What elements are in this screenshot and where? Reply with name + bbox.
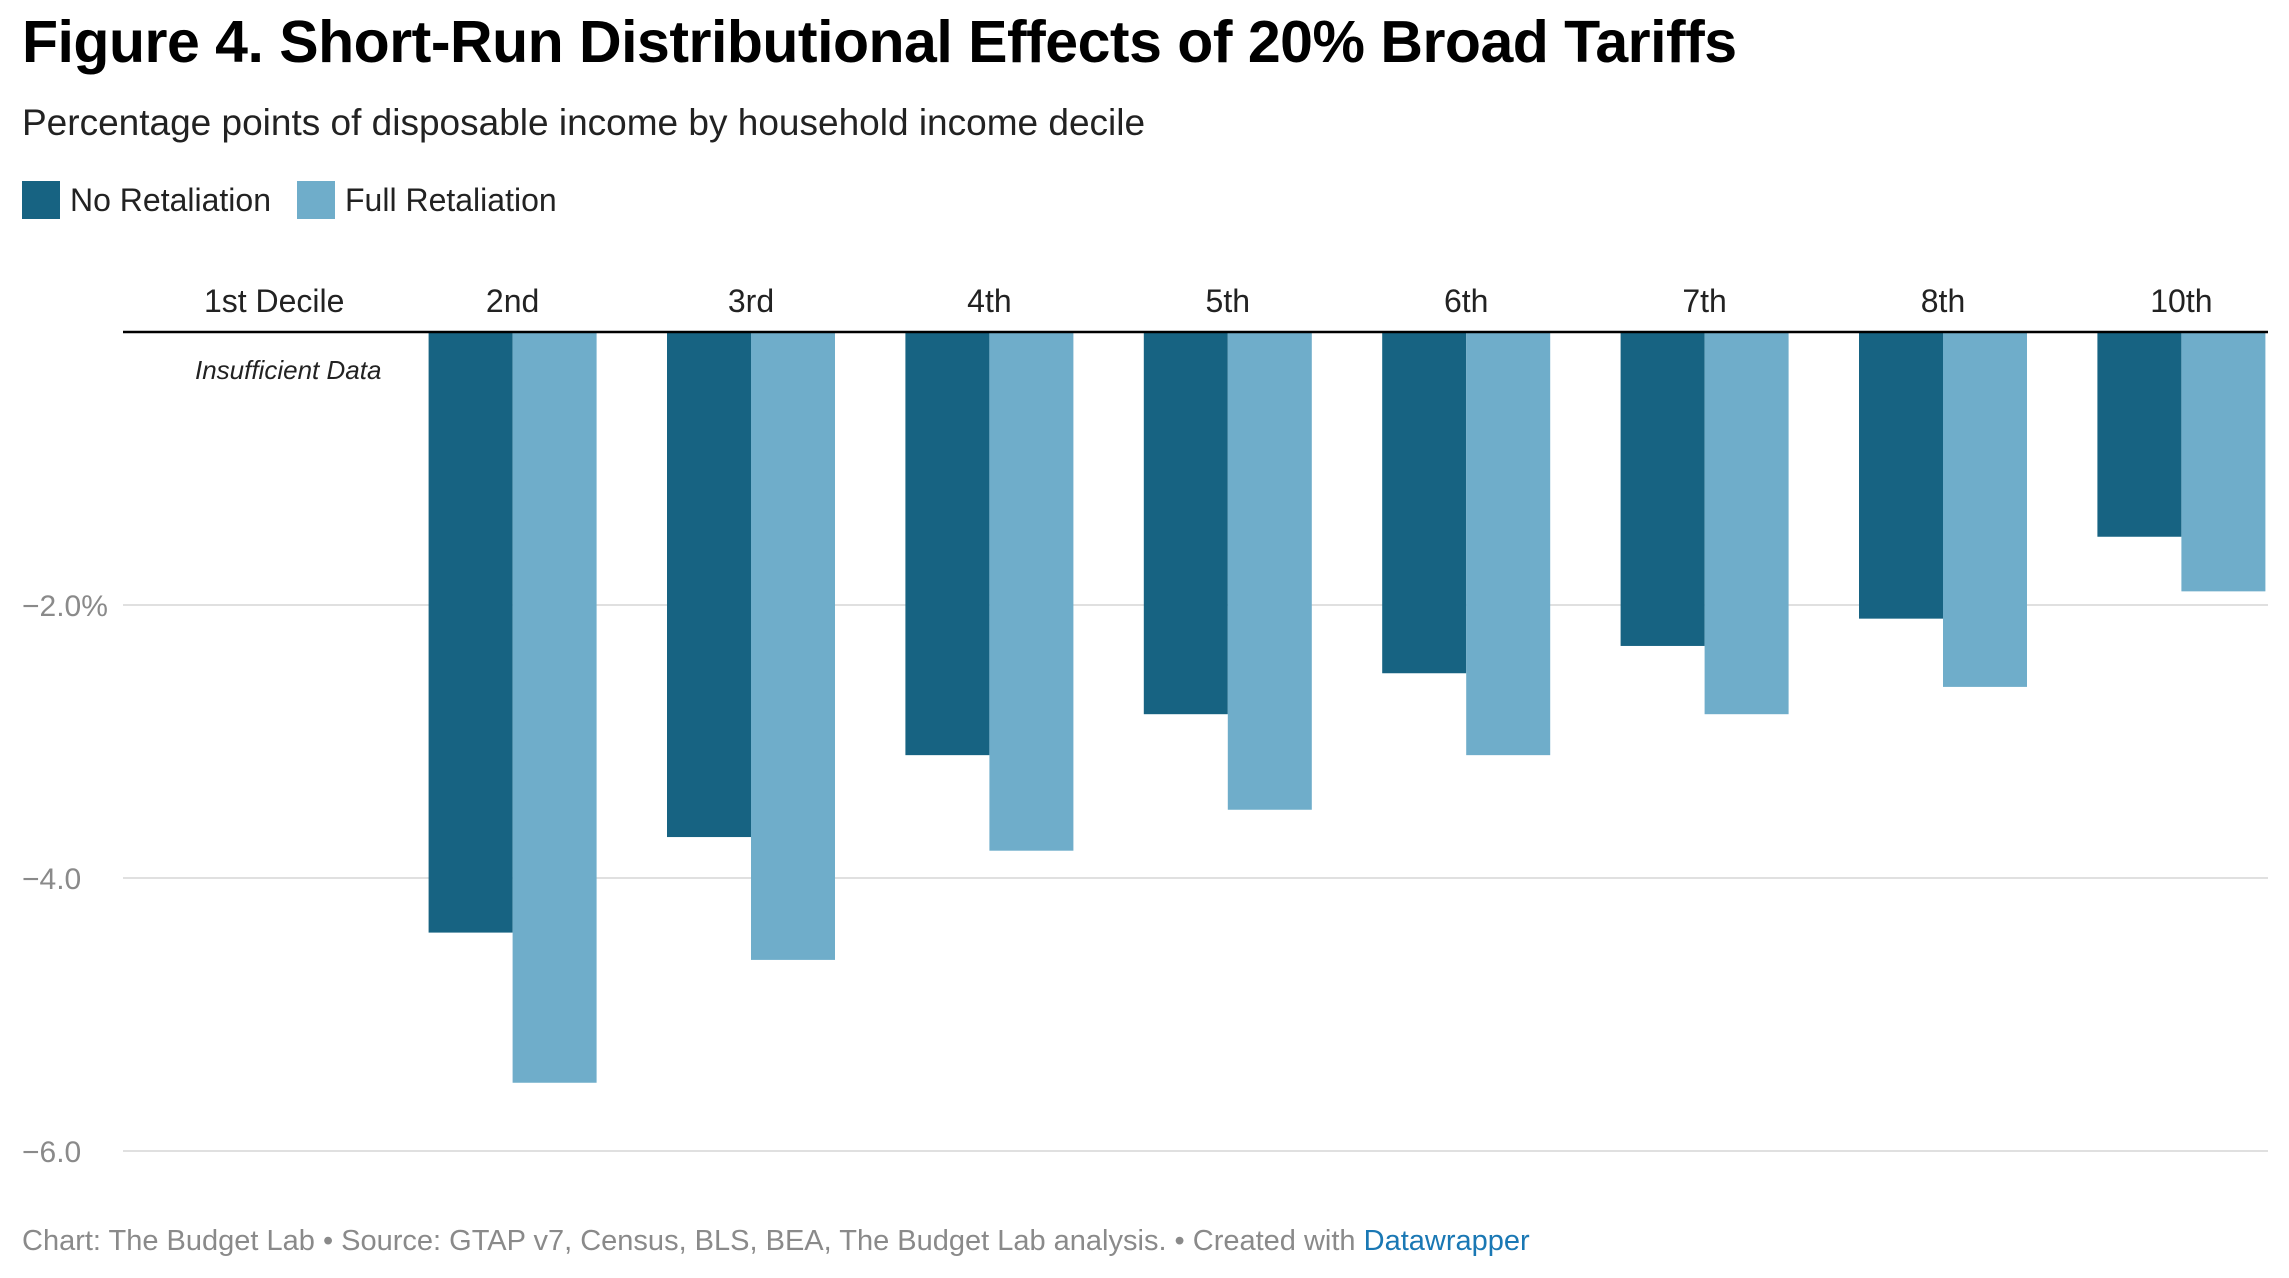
page-title: Figure 4. Short-Run Distributional Effec… xyxy=(22,9,1737,75)
bar-full-retaliation xyxy=(1466,332,1551,756)
legend-item-full-retaliation: Full Retaliation xyxy=(297,181,557,219)
datawrapper-link[interactable]: Datawrapper xyxy=(1363,1225,1530,1257)
bar-full-retaliation xyxy=(512,332,597,1083)
bar-full-retaliation xyxy=(1704,332,1789,715)
bar-no-retaliation xyxy=(1859,332,1943,619)
insufficient-data-note: Insufficient Data xyxy=(195,355,381,385)
category-label: 6th xyxy=(1444,283,1488,319)
y-tick-label: −2.0% xyxy=(22,590,108,623)
category-label: 1st Decile xyxy=(204,283,345,319)
legend-item-no-retaliation: No Retaliation xyxy=(22,181,271,219)
bar-full-retaliation xyxy=(2181,332,2266,592)
category-label: 5th xyxy=(1206,283,1250,319)
chart-legend: No Retaliation Full Retaliation xyxy=(22,181,557,219)
bar-no-retaliation xyxy=(428,332,513,933)
category-label: 8th xyxy=(1921,283,1965,319)
bar-no-retaliation xyxy=(667,332,751,838)
category-label: 7th xyxy=(1682,283,1726,319)
footer-credit: Chart: The Budget Lab • Source: GTAP v7,… xyxy=(22,1225,1364,1257)
category-label: 4th xyxy=(967,283,1011,319)
bar-no-retaliation xyxy=(905,332,990,756)
category-label: 10th xyxy=(2150,283,2212,319)
legend-label-full-retaliation: Full Retaliation xyxy=(345,181,557,218)
bar-no-retaliation xyxy=(1143,332,1228,715)
legend-label-no-retaliation: No Retaliation xyxy=(70,181,271,218)
chart-footer: Chart: The Budget Lab • Source: GTAP v7,… xyxy=(22,1225,1530,1258)
y-tick-label: −6.0 xyxy=(22,1136,81,1169)
legend-swatch-no-retaliation xyxy=(22,181,60,219)
bar-no-retaliation xyxy=(2097,332,2182,537)
legend-swatch-full-retaliation xyxy=(297,181,335,219)
bar-full-retaliation xyxy=(751,332,835,960)
category-label: 2nd xyxy=(486,283,539,319)
bar-no-retaliation xyxy=(1382,332,1467,674)
y-tick-label: −4.0 xyxy=(22,863,81,896)
bar-full-retaliation xyxy=(989,332,1074,851)
bar-full-retaliation xyxy=(1943,332,2027,687)
category-label: 3rd xyxy=(728,283,774,319)
page-subtitle: Percentage points of disposable income b… xyxy=(22,102,1146,143)
bar-no-retaliation xyxy=(1620,332,1705,646)
bar-full-retaliation xyxy=(1227,332,1312,810)
